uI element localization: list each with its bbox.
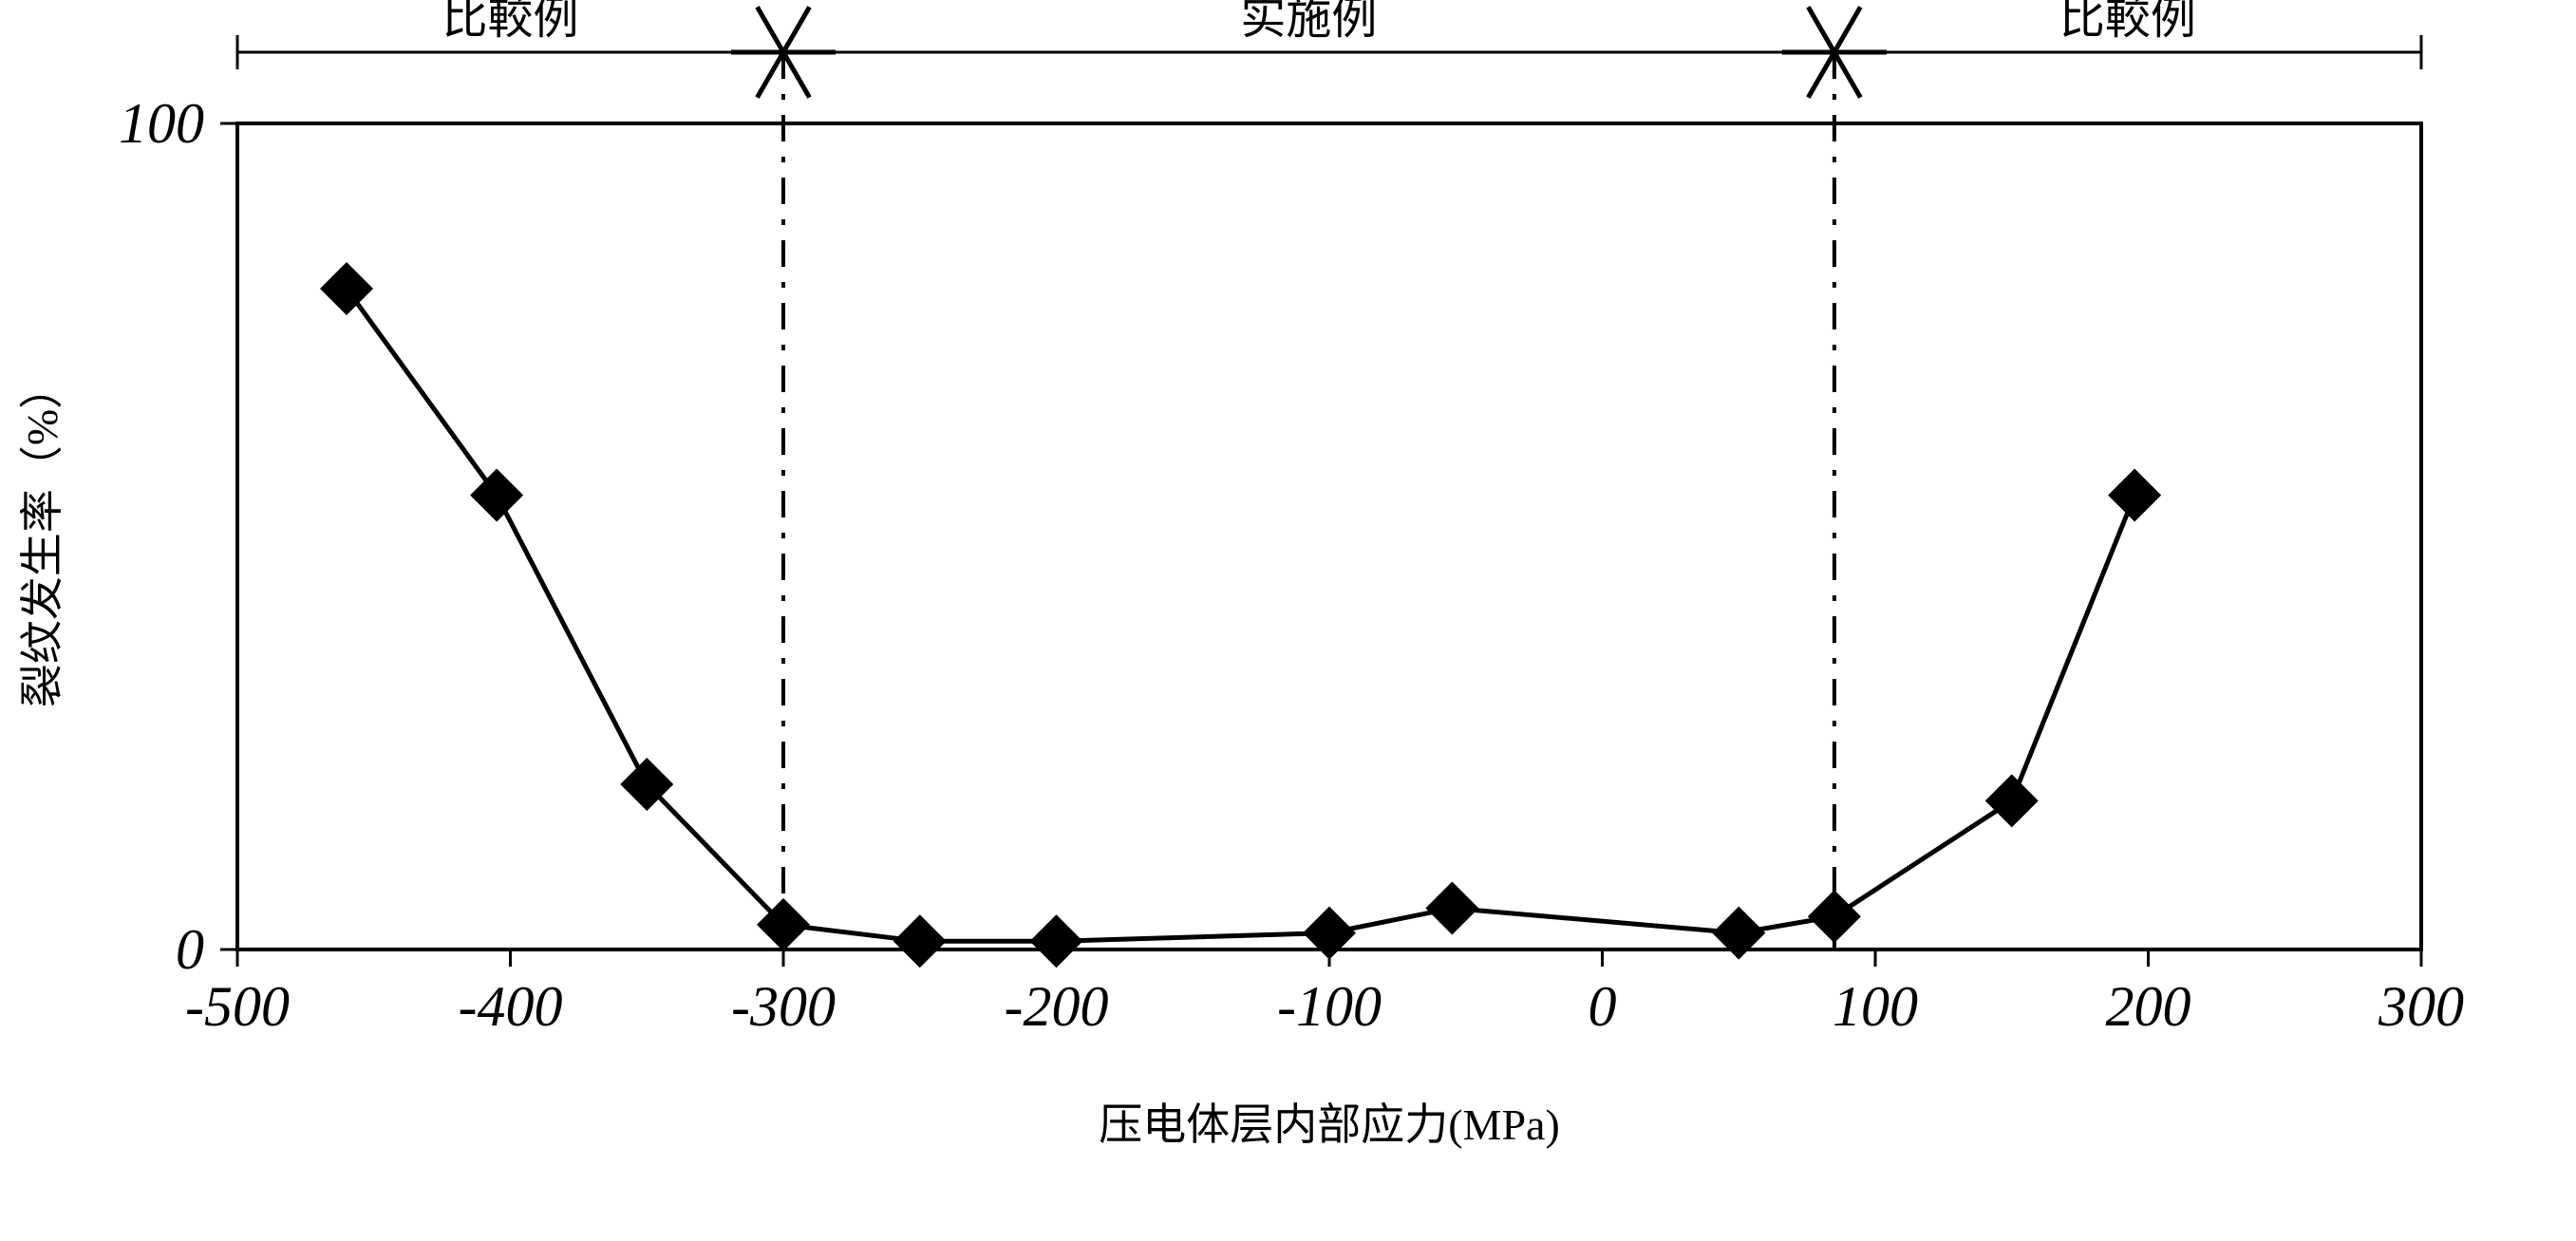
region-separator-star (731, 7, 836, 97)
series-marker (893, 914, 947, 968)
chart-container: 比較例 实施例 比較例 -500 -400 -300 -200 -100 0 100 200 300 压… (0, 0, 2576, 1241)
y-tick-label: 0 (176, 918, 204, 981)
x-tick-label: 300 (2378, 975, 2464, 1038)
x-tick-label: 200 (2106, 975, 2191, 1038)
x-tick-label: -200 (1005, 975, 1109, 1038)
series-marker (1303, 907, 1356, 960)
x-tick-label: 100 (1833, 975, 1918, 1038)
x-tick-label: -500 (185, 975, 290, 1038)
series-marker (1712, 907, 1765, 960)
y-axis-title: 裂纹发生率（%） (18, 366, 66, 707)
y-tick-label: 100 (119, 92, 204, 155)
x-tick-label: -400 (459, 975, 563, 1038)
region-label: 实施例 (1240, 0, 1377, 44)
plot-border (237, 123, 2421, 950)
series-marker (320, 262, 373, 315)
x-tick-label: -100 (1277, 975, 1382, 1038)
chart-svg: 比較例 实施例 比較例 -500 -400 -300 -200 -100 0 100 200 300 压… (0, 0, 2576, 1241)
region-label: 比較例 (442, 0, 578, 44)
region-separator-star (1782, 7, 1887, 97)
region-label: 比較例 (2059, 0, 2196, 44)
series-marker (470, 469, 523, 522)
series-marker (1985, 774, 2039, 827)
series-line (347, 289, 2134, 941)
series-marker (2108, 469, 2161, 522)
x-tick-label: 0 (1589, 975, 1617, 1038)
x-axis-title: 压电体层内部应力(MPa) (1099, 1100, 1560, 1149)
series-marker (1030, 914, 1083, 968)
series-marker (1425, 882, 1478, 935)
series-marker (1808, 890, 1861, 943)
x-tick-label: -300 (731, 975, 836, 1038)
